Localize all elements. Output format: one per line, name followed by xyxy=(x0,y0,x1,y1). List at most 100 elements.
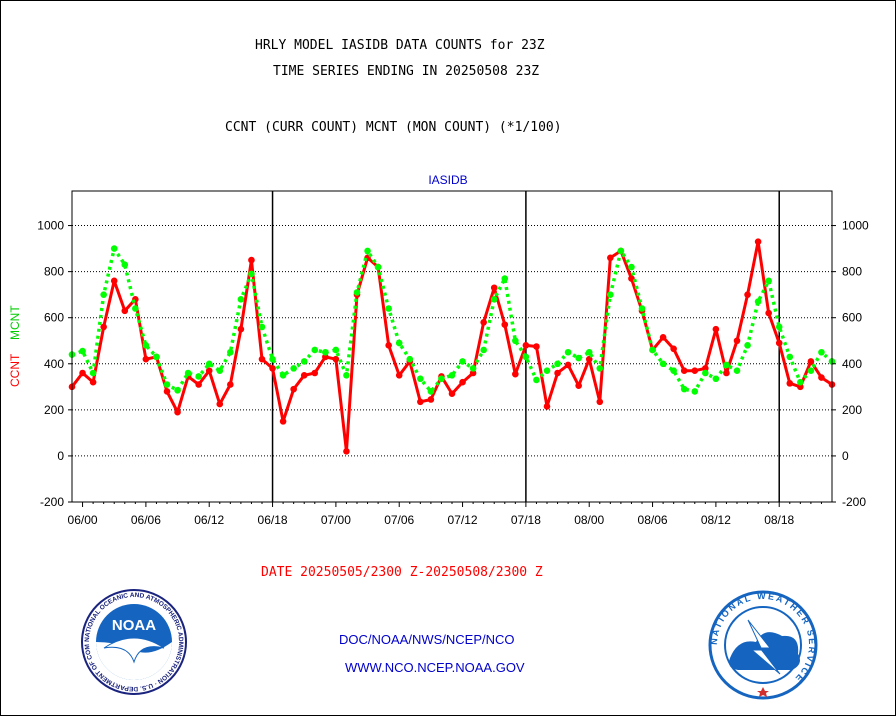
point-ccnt xyxy=(142,355,150,363)
point-ccnt xyxy=(712,325,720,333)
point-ccnt xyxy=(205,367,213,374)
point-mcnt xyxy=(248,270,255,278)
plot-area-border xyxy=(71,190,833,503)
point-mcnt xyxy=(406,355,414,363)
point-ccnt xyxy=(807,358,815,365)
chart-title-line1: HRLY MODEL IASIDB DATA COUNTS for 23Z xyxy=(255,38,545,53)
point-mcnt xyxy=(691,388,699,395)
x-tick-label: 07/18 xyxy=(511,513,541,527)
point-mcnt xyxy=(490,295,498,303)
y-tick-label-right: -200 xyxy=(842,495,866,509)
y-tick-label-left: 200 xyxy=(44,403,64,417)
point-ccnt xyxy=(607,254,614,262)
point-mcnt xyxy=(501,275,509,282)
point-mcnt xyxy=(142,342,150,349)
point-ccnt xyxy=(163,388,171,395)
point-mcnt xyxy=(554,360,561,368)
noaa-logo-text: NOAA xyxy=(112,617,156,634)
point-mcnt xyxy=(786,353,794,361)
point-ccnt xyxy=(459,378,466,386)
point-mcnt xyxy=(237,295,245,303)
point-mcnt xyxy=(533,376,540,384)
point-ccnt xyxy=(543,403,551,410)
y-tick-label-right: 600 xyxy=(842,311,862,325)
point-mcnt xyxy=(438,375,445,383)
point-ccnt xyxy=(733,337,741,345)
point-mcnt xyxy=(343,371,350,379)
y-tick-label-left: 0 xyxy=(57,449,64,463)
x-tick-label: 07/00 xyxy=(321,513,351,527)
point-ccnt xyxy=(79,369,86,377)
point-mcnt xyxy=(744,342,751,349)
point-ccnt xyxy=(691,367,699,374)
point-mcnt xyxy=(585,348,593,356)
noaa-logo: NOAA NATIONAL OCEANIC AND ATMOSPHERIC AD… xyxy=(80,588,187,695)
point-mcnt xyxy=(184,369,192,377)
point-ccnt xyxy=(533,343,540,350)
point-ccnt xyxy=(469,369,477,377)
point-ccnt xyxy=(279,418,287,425)
point-mcnt xyxy=(395,339,403,347)
point-mcnt xyxy=(712,375,720,383)
date-range-label: DATE 20250505/2300 Z-20250508/2300 Z xyxy=(261,565,543,580)
y-tick-label-right: 400 xyxy=(842,357,862,371)
point-ccnt xyxy=(395,371,403,379)
point-mcnt xyxy=(110,245,118,252)
point-mcnt xyxy=(575,354,582,362)
point-mcnt xyxy=(628,263,635,271)
x-tick-label: 07/12 xyxy=(448,513,478,527)
x-tick-label: 08/18 xyxy=(764,513,794,527)
point-mcnt xyxy=(100,291,107,298)
point-mcnt xyxy=(670,367,677,374)
point-ccnt xyxy=(564,361,572,369)
series-line-ccnt xyxy=(70,240,833,453)
point-ccnt xyxy=(659,333,667,341)
point-ccnt xyxy=(480,319,487,326)
point-ccnt xyxy=(490,284,498,292)
point-mcnt xyxy=(480,346,487,354)
y-axis-label-mcnt: MCNT xyxy=(8,305,22,340)
point-mcnt xyxy=(564,348,572,356)
x-tick-label: 06/12 xyxy=(194,513,224,527)
point-ccnt xyxy=(89,378,97,386)
point-mcnt xyxy=(797,378,804,386)
point-ccnt xyxy=(216,400,224,408)
nws-logo: NATIONAL WEATHER SERVICE xyxy=(708,590,818,700)
point-mcnt xyxy=(332,346,340,354)
point-mcnt xyxy=(702,369,709,377)
x-tick-label: 06/00 xyxy=(68,513,98,527)
point-mcnt xyxy=(659,360,667,368)
x-tick-label: 06/18 xyxy=(258,513,288,527)
point-mcnt xyxy=(290,365,297,372)
point-mcnt xyxy=(512,337,519,345)
point-ccnt xyxy=(332,355,340,363)
x-tick-label: 08/00 xyxy=(574,513,604,527)
point-mcnt xyxy=(459,358,466,365)
point-ccnt xyxy=(501,321,509,328)
point-mcnt xyxy=(258,323,266,331)
point-ccnt xyxy=(427,396,435,403)
point-mcnt xyxy=(374,263,382,271)
point-mcnt xyxy=(174,386,181,394)
y-tick-label-right: 800 xyxy=(842,265,862,279)
point-ccnt xyxy=(522,342,530,349)
point-ccnt xyxy=(448,390,456,398)
point-mcnt xyxy=(385,305,392,312)
chart-title-line2: TIME SERIES ENDING IN 20250508 23Z xyxy=(273,64,540,79)
point-ccnt xyxy=(269,365,276,372)
point-mcnt xyxy=(417,375,424,383)
point-mcnt xyxy=(596,365,604,372)
point-mcnt xyxy=(649,346,656,354)
x-tick-label: 07/06 xyxy=(384,513,414,527)
point-ccnt xyxy=(775,339,783,347)
point-mcnt xyxy=(617,247,625,255)
point-mcnt xyxy=(163,381,171,388)
point-ccnt xyxy=(797,383,804,391)
point-mcnt xyxy=(195,373,202,380)
point-ccnt xyxy=(100,323,107,331)
point-ccnt xyxy=(512,370,519,378)
point-ccnt xyxy=(195,381,202,388)
point-ccnt xyxy=(258,355,266,363)
point-mcnt xyxy=(680,385,688,393)
